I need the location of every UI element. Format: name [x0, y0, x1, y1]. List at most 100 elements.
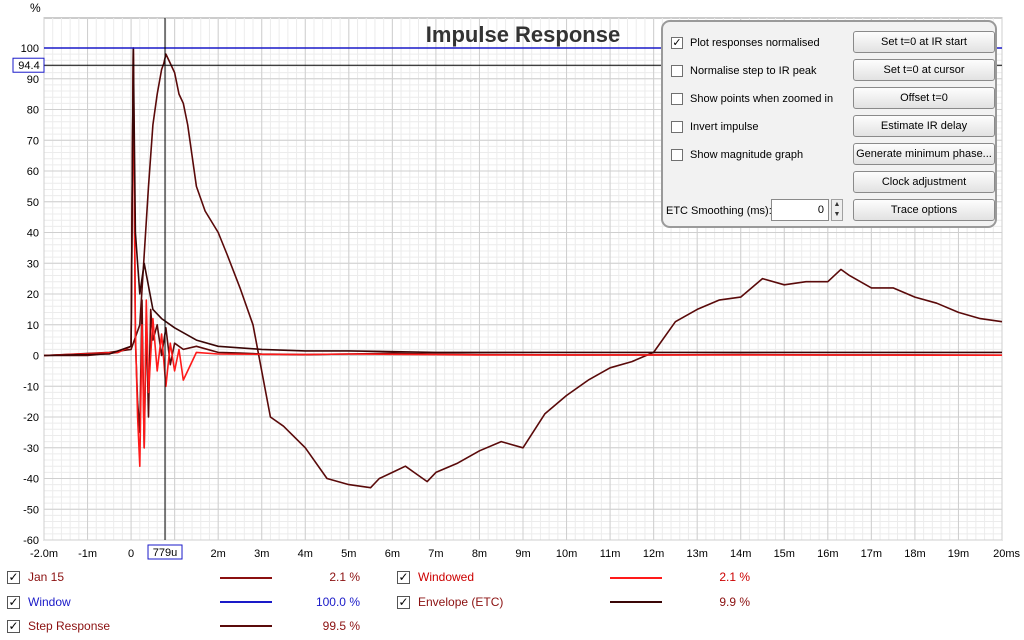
option-label: Plot responses normalised: [690, 37, 820, 49]
series-line: [43, 53, 1003, 489]
legend-label: Window: [28, 595, 71, 609]
cursor-x-readout-box: [147, 544, 183, 560]
x-tick-label: 0: [128, 548, 134, 560]
y-tick-label: -60: [23, 535, 39, 547]
etc-smoothing-label: ETC Smoothing (ms):: [666, 205, 772, 217]
x-tick-label: 10m: [556, 548, 577, 560]
x-tick-label: -1m: [78, 548, 97, 560]
y-tick-label: -20: [23, 412, 39, 424]
offset-t0-button[interactable]: Offset t=0: [853, 87, 995, 109]
legend-value: 2.1 %: [329, 570, 360, 584]
option-label: Invert impulse: [690, 121, 759, 133]
show-magnitude-option[interactable]: Show magnitude graph: [671, 147, 803, 163]
set-t0-cursor-button[interactable]: Set t=0 at cursor: [853, 59, 995, 81]
legend-swatch: [220, 625, 272, 627]
x-tick-label: 19m: [948, 548, 969, 560]
x-tick-label: 2m: [211, 548, 226, 560]
chart-title: Impulse Response: [426, 22, 620, 47]
legend-swatch: [610, 577, 662, 579]
cursor-y-readout-box: [12, 57, 45, 73]
checkbox[interactable]: [671, 149, 683, 161]
cursor[interactable]: 94.4 779u: [12, 18, 1002, 560]
legend-swatch: [610, 601, 662, 603]
checkbox[interactable]: ✓: [7, 569, 20, 584]
y-tick-label: 40: [27, 228, 39, 240]
y-tick-label: 60: [27, 166, 39, 178]
controls-panel: ✓ Plot responses normalised Normalise ste…: [661, 20, 997, 228]
checkbox[interactable]: ✓: [397, 569, 410, 584]
estimate-ir-delay-button[interactable]: Estimate IR delay: [853, 115, 995, 137]
normalise-step-option[interactable]: Normalise step to IR peak: [671, 63, 817, 79]
checkbox[interactable]: ✓: [7, 618, 20, 633]
checkbox[interactable]: [671, 93, 683, 105]
checkbox[interactable]: ✓: [671, 36, 683, 49]
x-tick-label: 17m: [861, 548, 882, 560]
y-tick-label: 50: [27, 197, 39, 209]
set-t0-ir-start-button[interactable]: Set t=0 at IR start: [853, 31, 995, 53]
plot-normalised-option[interactable]: ✓ Plot responses normalised: [671, 35, 820, 51]
y-tick-label: 100: [21, 43, 39, 55]
grid: [43, 18, 1003, 541]
clock-adjustment-button[interactable]: Clock adjustment: [853, 171, 995, 193]
legend-item-jan15[interactable]: ✓ Jan 15: [7, 570, 64, 584]
y-tick-label: -40: [23, 474, 39, 486]
legend-label: Windowed: [418, 570, 475, 584]
legend-value: 99.5 %: [322, 619, 360, 633]
legend-value: 9.9 %: [719, 595, 750, 609]
y-tick-label: 10: [27, 320, 39, 332]
y-tick-label: 30: [27, 258, 39, 270]
y-tick-label: 80: [27, 105, 39, 117]
checkbox[interactable]: ✓: [397, 594, 410, 609]
x-tick-label: 14m: [730, 548, 751, 560]
x-tick-label: 8m: [472, 548, 487, 560]
cursor-x-readout: 779u: [153, 547, 177, 559]
x-tick-label: 3m: [254, 548, 269, 560]
trace-options-button[interactable]: Trace options: [853, 199, 995, 221]
legend-swatch: [220, 577, 272, 579]
x-tick-label: 20ms: [993, 548, 1020, 560]
option-label: Show magnitude graph: [690, 149, 804, 161]
x-tick-label: 9m: [515, 548, 530, 560]
show-points-option[interactable]: Show points when zoomed in: [671, 91, 833, 107]
x-tick-label: 15m: [774, 548, 795, 560]
y-tick-label: -30: [23, 443, 39, 455]
option-label: Show points when zoomed in: [690, 93, 834, 105]
x-tick-label: 7m: [428, 548, 443, 560]
x-tick-label: 6m: [385, 548, 400, 560]
spin-up-icon[interactable]: ▲: [833, 201, 841, 208]
y-tick-label: 20: [27, 289, 39, 301]
y-tick-label: 0: [33, 351, 39, 363]
generate-minimum-phase-button[interactable]: Generate minimum phase...: [853, 143, 995, 165]
y-tick-label: -50: [23, 504, 39, 516]
legend-item-window[interactable]: ✓ Window: [7, 595, 71, 609]
checkbox[interactable]: ✓: [7, 594, 20, 609]
x-tick-label: 18m: [904, 548, 925, 560]
legend-item-windowed[interactable]: ✓ Windowed: [397, 570, 474, 584]
spin-down-icon[interactable]: ▼: [833, 211, 841, 218]
y-axis-unit: %: [30, 1, 41, 15]
legend-item-step-response[interactable]: ✓ Step Response: [7, 619, 110, 633]
x-tick-label: 16m: [817, 548, 838, 560]
legend-label: Envelope (ETC): [418, 595, 504, 609]
legend-label: Jan 15: [28, 570, 65, 584]
legend-item-envelope[interactable]: ✓ Envelope (ETC): [397, 595, 503, 609]
x-tick-label: 12m: [643, 548, 664, 560]
invert-impulse-option[interactable]: Invert impulse: [671, 119, 758, 135]
x-tick-label: 4m: [298, 548, 313, 560]
x-tick-label: 11m: [600, 548, 621, 560]
x-tick-label: -2.0m: [30, 548, 58, 560]
legend-value: 100.0 %: [315, 595, 360, 609]
y-tick-label: 70: [27, 135, 39, 147]
checkbox[interactable]: [671, 65, 683, 77]
cursor-y-readout: 94.4: [18, 60, 39, 72]
x-axis: -2.0m -1m 0 2m 3m 4m 5m 6m 7m 8m 9m 10m 11m 12m 13m 14m…: [30, 548, 1021, 560]
series-line: [43, 47, 1002, 468]
y-tick-label: -10: [23, 381, 39, 393]
y-tick-label: 90: [27, 74, 39, 86]
etc-smoothing-input[interactable]: [771, 199, 829, 221]
checkbox[interactable]: [671, 121, 683, 133]
x-tick-label: 5m: [341, 548, 356, 560]
x-tick-label: 13m: [686, 548, 707, 560]
etc-smoothing-spinner[interactable]: ▲ ▼: [831, 199, 843, 221]
